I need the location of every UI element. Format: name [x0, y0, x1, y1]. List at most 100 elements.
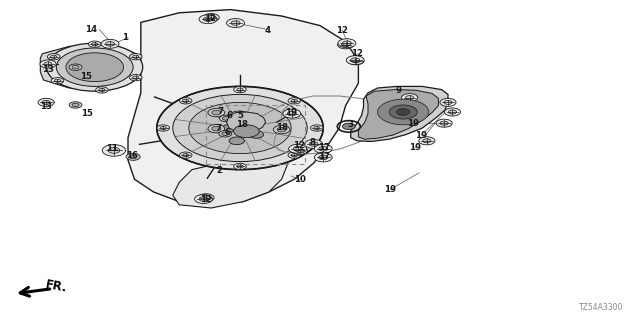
Circle shape — [227, 19, 244, 28]
Circle shape — [234, 125, 259, 138]
Text: TZ54A3300: TZ54A3300 — [579, 303, 624, 312]
Circle shape — [230, 111, 249, 121]
Circle shape — [342, 41, 351, 45]
Circle shape — [129, 75, 142, 81]
Circle shape — [129, 54, 142, 60]
Circle shape — [212, 126, 221, 131]
Circle shape — [436, 119, 452, 127]
Text: 13: 13 — [42, 65, 54, 74]
Polygon shape — [358, 90, 438, 139]
Circle shape — [212, 110, 221, 115]
Circle shape — [51, 55, 57, 58]
Circle shape — [288, 152, 301, 158]
Circle shape — [72, 103, 79, 107]
Circle shape — [283, 109, 301, 118]
Circle shape — [132, 76, 139, 79]
Circle shape — [54, 79, 61, 82]
Circle shape — [234, 86, 246, 93]
Circle shape — [160, 126, 166, 130]
Circle shape — [419, 137, 435, 145]
Circle shape — [69, 102, 82, 108]
Circle shape — [204, 17, 212, 21]
Circle shape — [102, 145, 125, 156]
Circle shape — [95, 87, 108, 93]
Circle shape — [401, 93, 418, 102]
Text: 6: 6 — [225, 128, 231, 137]
Circle shape — [287, 111, 296, 116]
Circle shape — [314, 126, 320, 130]
Circle shape — [173, 94, 307, 162]
Text: 13: 13 — [40, 102, 52, 111]
Circle shape — [195, 195, 212, 204]
Text: 15: 15 — [81, 72, 92, 81]
Circle shape — [69, 64, 82, 70]
Polygon shape — [40, 46, 136, 88]
Text: 9: 9 — [395, 86, 401, 95]
Circle shape — [342, 43, 349, 47]
Circle shape — [106, 42, 115, 46]
Text: 19: 19 — [409, 143, 420, 152]
Text: 18: 18 — [236, 120, 248, 129]
Circle shape — [305, 140, 323, 148]
Circle shape — [351, 58, 360, 62]
Circle shape — [42, 100, 50, 104]
Text: 6: 6 — [227, 111, 233, 120]
Text: 16: 16 — [127, 151, 138, 160]
Text: 1: 1 — [122, 33, 128, 42]
Circle shape — [157, 86, 323, 170]
Circle shape — [288, 98, 301, 104]
Circle shape — [182, 99, 189, 102]
Circle shape — [47, 43, 143, 91]
Circle shape — [99, 88, 105, 92]
Circle shape — [248, 131, 264, 138]
Circle shape — [444, 100, 452, 104]
Circle shape — [157, 125, 170, 131]
Polygon shape — [128, 10, 358, 205]
Circle shape — [319, 147, 328, 151]
Circle shape — [202, 196, 210, 200]
Circle shape — [51, 78, 64, 84]
Circle shape — [40, 60, 56, 68]
Circle shape — [229, 137, 244, 145]
Circle shape — [189, 102, 291, 154]
Circle shape — [199, 15, 217, 24]
Text: 17: 17 — [318, 143, 330, 152]
Text: 12: 12 — [294, 141, 305, 150]
Text: 18: 18 — [276, 123, 287, 132]
Circle shape — [291, 146, 308, 155]
Polygon shape — [173, 150, 288, 208]
Text: 3: 3 — [348, 120, 354, 129]
Circle shape — [101, 39, 119, 48]
Circle shape — [221, 132, 229, 136]
Circle shape — [440, 121, 448, 125]
Circle shape — [179, 98, 192, 104]
Circle shape — [449, 110, 456, 114]
Circle shape — [179, 152, 192, 158]
Text: 19: 19 — [407, 119, 419, 128]
Circle shape — [199, 197, 208, 201]
Circle shape — [291, 99, 298, 102]
Circle shape — [273, 125, 290, 134]
Text: 10: 10 — [294, 175, 305, 184]
Circle shape — [277, 127, 286, 132]
Circle shape — [219, 131, 232, 137]
Text: 5: 5 — [237, 111, 243, 120]
Circle shape — [235, 122, 252, 130]
Text: 15: 15 — [81, 109, 93, 118]
Text: 12: 12 — [200, 195, 212, 204]
Circle shape — [38, 98, 54, 107]
Circle shape — [56, 48, 133, 86]
Text: 12: 12 — [351, 49, 363, 58]
Circle shape — [444, 108, 461, 116]
Circle shape — [220, 115, 232, 122]
Text: 12: 12 — [337, 26, 348, 35]
Circle shape — [231, 21, 240, 25]
Circle shape — [47, 54, 60, 60]
Circle shape — [237, 165, 243, 168]
Circle shape — [338, 39, 356, 48]
Circle shape — [223, 117, 230, 120]
Circle shape — [208, 108, 225, 117]
Circle shape — [423, 139, 431, 143]
Circle shape — [88, 41, 101, 47]
Circle shape — [126, 153, 140, 160]
